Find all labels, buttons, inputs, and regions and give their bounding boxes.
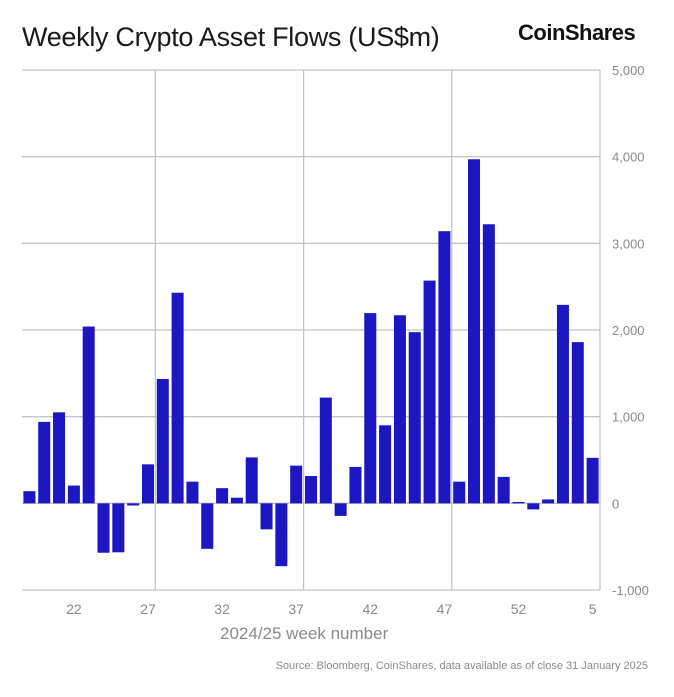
chart-title: Weekly Crypto Asset Flows (US$m): [22, 22, 440, 52]
bar-week-52: [512, 502, 525, 504]
bar-week-3: [556, 304, 569, 504]
bar-week-1: [527, 503, 540, 510]
source-note: Source: Bloomberg, CoinShares, data avai…: [275, 660, 648, 672]
bar-week-24: [97, 503, 110, 553]
x-tick-label: 32: [214, 601, 230, 617]
y-tick-label: 1,000: [612, 410, 645, 425]
bar-week-27: [141, 464, 154, 504]
bar-week-39: [319, 397, 332, 504]
y-tick-label: 3,000: [612, 236, 645, 251]
x-tick-label: 37: [288, 601, 304, 617]
bar-week-35: [260, 503, 273, 530]
bar-week-51: [497, 476, 510, 504]
bar-week-42: [364, 313, 377, 504]
bar-week-44: [393, 315, 406, 504]
y-tick-label: 4,000: [612, 150, 645, 165]
x-tick-label: 27: [140, 601, 156, 617]
bar-week-37: [290, 465, 303, 504]
bar-week-34: [245, 457, 258, 504]
bar-week-29: [171, 292, 184, 504]
bar-week-33: [230, 497, 243, 504]
y-tick-label: 2,000: [612, 323, 645, 338]
bar-week-31: [201, 503, 214, 549]
bar-week-5: [586, 457, 599, 504]
bar-week-49: [468, 159, 481, 504]
bar-week-32: [216, 488, 229, 504]
x-tick-label: 22: [66, 601, 82, 617]
bar-week-2: [542, 499, 555, 504]
bar-week-4: [571, 342, 584, 504]
x-axis-label: 2024/25 week number: [220, 624, 389, 643]
bar-week-48: [453, 481, 466, 504]
y-tick-label: 0: [612, 496, 619, 511]
bar-week-40: [334, 503, 347, 516]
coinshares-logo: CoinShares: [518, 20, 636, 45]
bar-week-43: [379, 425, 392, 504]
y-tick-label: -1,000: [612, 583, 649, 598]
bar-week-36: [275, 503, 288, 567]
bar-week-21: [53, 412, 66, 504]
bar-week-23: [82, 326, 95, 504]
bar-week-20: [38, 421, 51, 504]
bar-week-38: [304, 476, 318, 504]
bar-week-45: [408, 332, 421, 504]
bar-week-26: [127, 503, 140, 506]
bar-week-22: [67, 485, 80, 504]
x-tick-label: 52: [511, 601, 527, 617]
bar-week-28: [156, 378, 169, 504]
bar-week-30: [186, 481, 199, 504]
bar-week-47: [438, 231, 451, 504]
bar-week-46: [423, 280, 436, 504]
bar-week-25: [112, 503, 125, 553]
y-tick-label: 5,000: [612, 63, 645, 78]
bar-week-41: [349, 466, 362, 504]
x-tick-label: 42: [362, 601, 378, 617]
bar-week-50: [482, 224, 495, 504]
x-tick-label: 47: [437, 601, 453, 617]
bar-week-19: [23, 491, 36, 504]
x-tick-label: 5: [589, 601, 597, 617]
